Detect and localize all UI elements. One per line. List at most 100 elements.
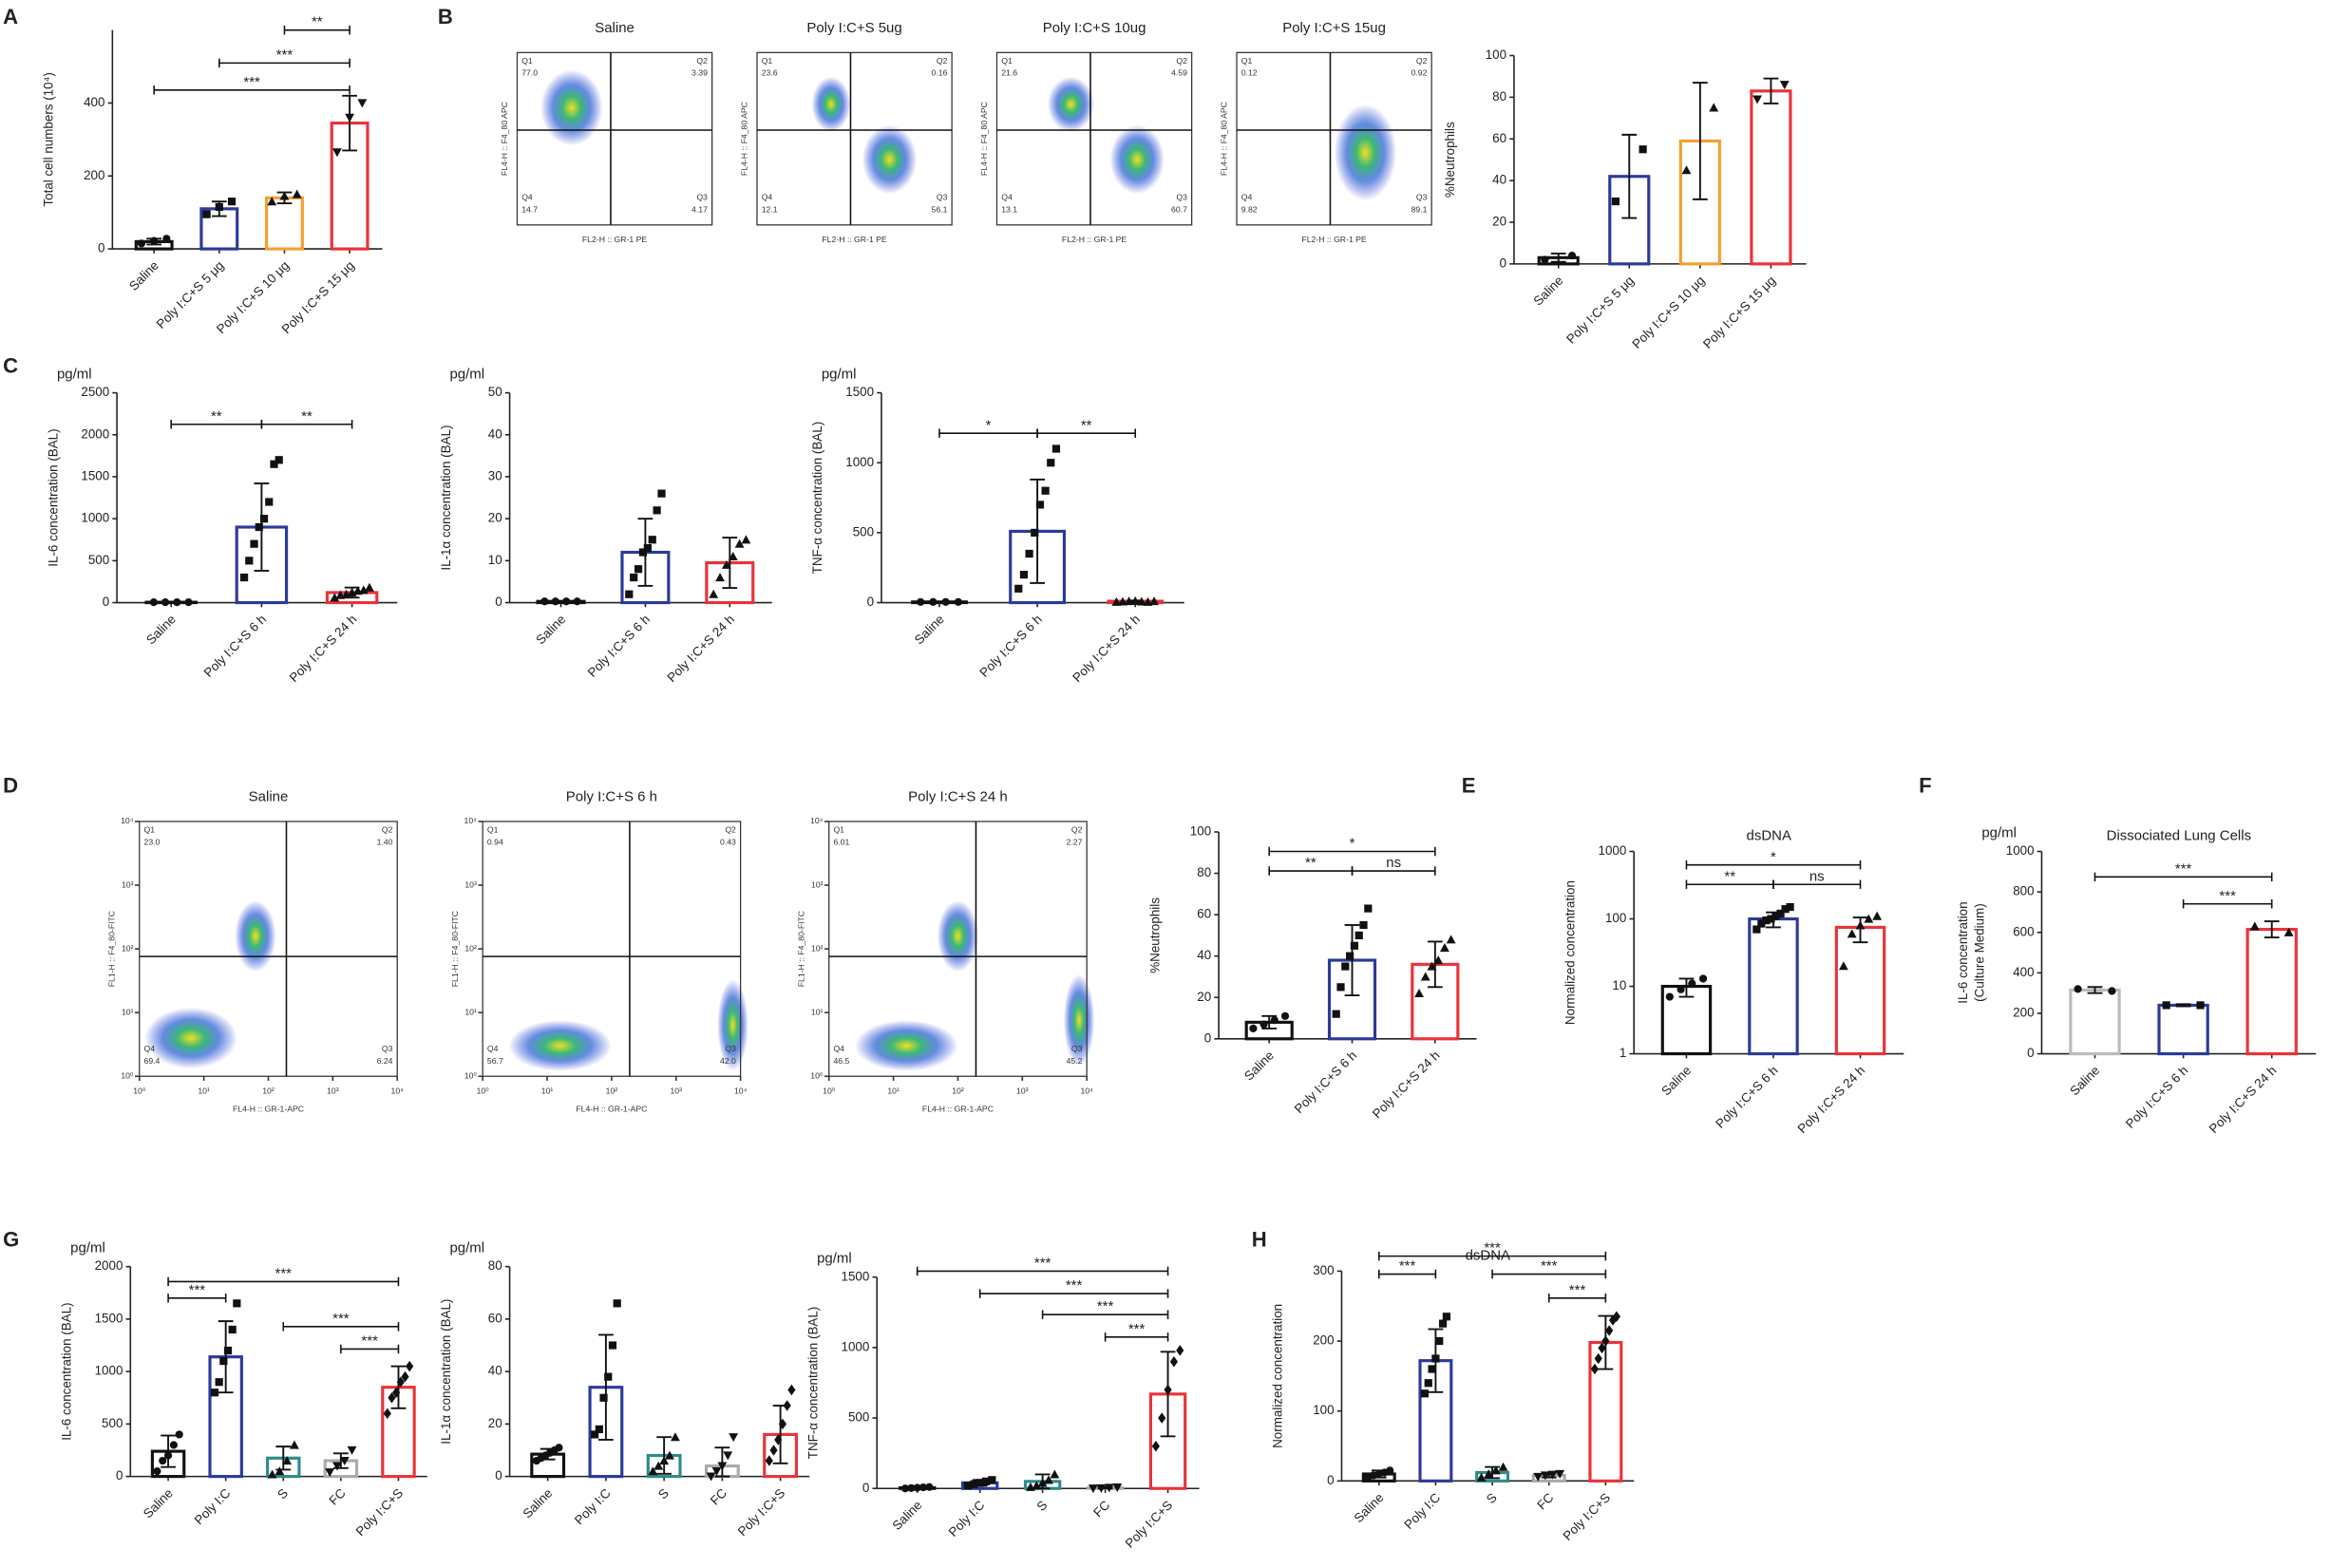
point <box>149 597 158 607</box>
y-axis-label: IL-6 concentration (BAL) <box>46 428 60 566</box>
x-tick-label: 10³ <box>670 1086 682 1095</box>
point <box>1567 251 1577 260</box>
y-axis-label: IL-1α concentration (BAL) <box>439 1299 453 1445</box>
quadrant-name: Q4 <box>1001 193 1013 202</box>
point <box>292 189 302 198</box>
point <box>265 498 274 506</box>
point <box>1541 255 1549 264</box>
x-tick-label: Poly I:C+S 6 h <box>2123 1063 2190 1130</box>
quadrant-name: Q1 <box>1241 56 1253 66</box>
y-axis-label: IL-6 concentration <box>1956 901 1970 1003</box>
x-tick-label: Poly I:C+S 6 h <box>1713 1063 1780 1130</box>
unit-label: pg/ml <box>822 367 857 383</box>
x-tick-label: Saline <box>141 1485 176 1521</box>
x-tick-label: Poly I:C <box>572 1485 614 1527</box>
point <box>1498 1462 1508 1471</box>
point <box>1752 95 1762 104</box>
point <box>1112 1483 1123 1492</box>
point <box>634 565 643 574</box>
bar <box>2157 1003 2209 1056</box>
x-tick-label: Poly I:C+S 24 h <box>1795 1063 1868 1136</box>
x-tick-label: Poly I:C+S 6 h <box>585 612 653 679</box>
x-tick-label: Poly I:C+S 6 h <box>1292 1048 1359 1116</box>
x-tick-label: Saline <box>890 1498 925 1533</box>
y-tick-label: 400 <box>2013 965 2034 979</box>
panel-letter: D <box>3 773 18 797</box>
plot-frame <box>1236 51 1432 226</box>
quadrant-value: 3.39 <box>691 68 708 78</box>
point <box>1354 931 1363 939</box>
density <box>854 1020 958 1071</box>
significance-label: ns <box>1809 868 1825 884</box>
plot-title: Poly I:C+S 24 h <box>908 789 1008 805</box>
y-axis-label: (Culture Medium) <box>1972 903 1986 1002</box>
plot-title: Poly I:C+S 5ug <box>806 20 901 36</box>
point <box>919 1483 928 1492</box>
bar <box>2245 927 2298 1056</box>
y-tick-label: 10¹ <box>122 1007 134 1016</box>
point <box>255 522 263 532</box>
significance-label: * <box>1771 849 1776 865</box>
y-tick-label: 40 <box>1492 173 1506 187</box>
quadrant-value: 6.24 <box>377 1056 393 1066</box>
point <box>1847 929 1857 938</box>
point <box>259 515 269 523</box>
y-tick-label: 60 <box>488 1311 502 1325</box>
quadrant-value: 2.27 <box>1067 837 1083 846</box>
y-tick-label: 40 <box>1197 948 1211 962</box>
x-tick-label: 10¹ <box>198 1086 210 1095</box>
point <box>728 552 738 561</box>
point <box>1014 584 1023 593</box>
point <box>765 1455 773 1466</box>
point <box>1440 943 1449 953</box>
point <box>595 1425 603 1434</box>
point <box>1151 1440 1160 1452</box>
y-tick-label: 80 <box>1492 89 1506 104</box>
point <box>1136 596 1146 606</box>
quadrant-name: Q4 <box>521 193 533 202</box>
x-axis-label: FL2-H :: GR-1 PE <box>1062 235 1127 244</box>
x-tick-label: 10⁴ <box>391 1086 405 1095</box>
point <box>981 1477 991 1485</box>
point <box>774 1434 783 1445</box>
y-axis-label: IL-6 concentration (BAL) <box>60 1302 74 1440</box>
y-tick-label: 200 <box>84 168 104 182</box>
y-tick-label: 1500 <box>842 1269 870 1283</box>
point <box>2283 927 2294 936</box>
plot-title: Saline <box>249 789 289 805</box>
point <box>227 198 237 206</box>
unit-label: pg/ml <box>57 367 92 383</box>
x-tick-label: Poly I:C <box>1401 1490 1443 1532</box>
x-tick-label: S <box>1033 1498 1050 1514</box>
point <box>162 235 171 243</box>
point <box>1476 1472 1487 1482</box>
point <box>153 1466 161 1476</box>
point <box>332 1462 342 1471</box>
y-axis-label: %Neutrophils <box>1443 122 1457 198</box>
x-tick-label: FC <box>1090 1498 1112 1520</box>
unit-label: pg/ml <box>449 367 484 383</box>
quadrant-name: Q1 <box>521 56 533 66</box>
y-tick-label: 1 <box>1620 1046 1626 1060</box>
point <box>1484 1469 1494 1479</box>
y-tick-label: 0 <box>2027 1046 2034 1060</box>
quadrant-name: Q1 <box>1001 56 1013 66</box>
point <box>625 590 634 598</box>
point <box>988 1476 996 1484</box>
x-tick-label: Saline <box>520 1485 555 1521</box>
point <box>653 506 661 515</box>
x-tick-label: Saline <box>126 258 161 293</box>
point <box>604 1372 613 1381</box>
x-tick-label: Poly I:C+S 5 μg <box>1563 274 1637 347</box>
quadrant-name: Q2 <box>937 56 948 66</box>
density <box>862 124 918 195</box>
x-tick-label: Poly I:C+S 15 μg <box>1700 274 1778 351</box>
plot-title: Poly I:C+S 15ug <box>1282 20 1386 36</box>
point <box>907 1483 916 1492</box>
y-axis-label: FL4-H :: F4_80 APC <box>1220 102 1229 176</box>
significance-label: *** <box>276 47 294 63</box>
point <box>275 1466 285 1476</box>
point <box>228 1325 237 1334</box>
point <box>1350 941 1359 950</box>
point <box>2196 1001 2205 1010</box>
